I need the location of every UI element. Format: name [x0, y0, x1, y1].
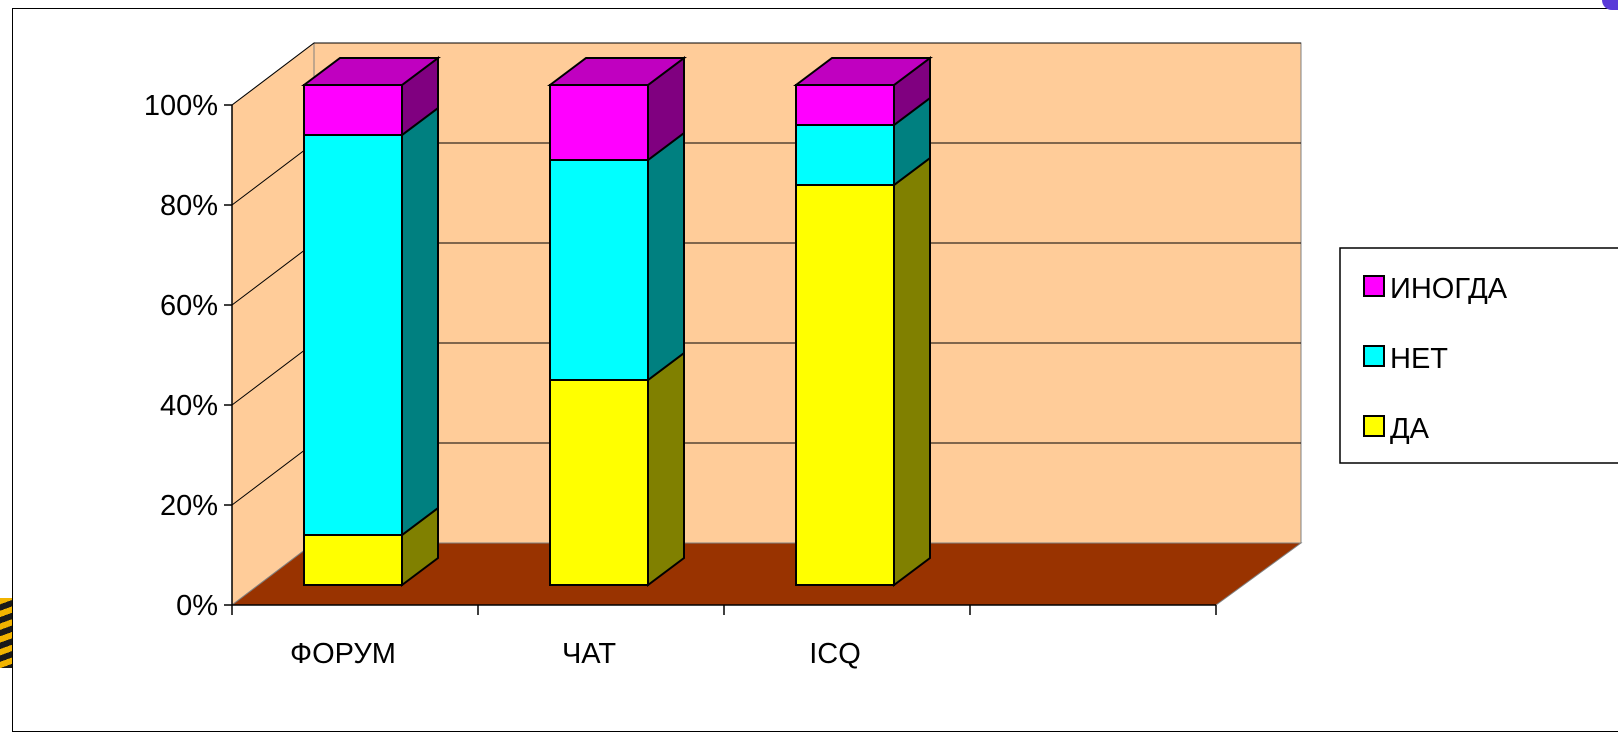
bar-front [795, 84, 895, 126]
legend-box [1339, 247, 1618, 464]
legend-swatch [1363, 345, 1385, 367]
bar-segment [301, 56, 441, 137]
bars [301, 56, 933, 587]
y-axis-tick-labels: 0% 20% 40% 60% 80% 100% [144, 90, 218, 622]
bar-top [793, 57, 933, 86]
legend-swatch [1363, 415, 1385, 437]
bar-segment [549, 351, 685, 587]
y-tick-label: 100% [144, 90, 218, 122]
bar-segment [547, 56, 687, 162]
bar-segment [303, 106, 439, 537]
axes [224, 104, 1217, 615]
y-tick-label: 0% [176, 590, 218, 622]
bar-segment [793, 56, 933, 127]
legend-label: НЕТ [1390, 343, 1448, 375]
legend-swatch [1363, 275, 1385, 297]
y-tick-label: 80% [160, 190, 218, 222]
chart-frame [12, 8, 1618, 732]
bar-top [301, 57, 441, 86]
bar-front [795, 124, 895, 186]
bar-front [303, 534, 403, 586]
legend: ИНОГДА НЕТ ДА [1339, 247, 1618, 464]
corner-decoration-top-right [1602, 0, 1618, 10]
side-wall [231, 41, 315, 607]
bar-front [795, 184, 895, 586]
corner-decoration [0, 598, 12, 668]
bar-front [303, 134, 403, 536]
x-tick-label: ФОРУМ [290, 638, 396, 670]
bar-side [893, 156, 931, 587]
bar-segment [549, 131, 685, 382]
bar-front [303, 84, 403, 136]
legend-label: ДА [1390, 413, 1430, 445]
gridline [231, 42, 1301, 106]
bar-side [647, 351, 685, 587]
bar-side [647, 131, 685, 382]
bar-front [549, 379, 649, 586]
legend-label: ИНОГДА [1390, 273, 1508, 305]
y-tick-label: 40% [160, 390, 218, 422]
x-tick-label: ЧАТ [562, 638, 616, 670]
bar-front [549, 84, 649, 161]
x-axis-tick-labels: ФОРУМ ЧАТ ICQ [290, 638, 861, 670]
bar-segment [303, 506, 439, 587]
y-tick-label: 20% [160, 490, 218, 522]
bar-segment [795, 96, 931, 187]
bar-front [549, 159, 649, 381]
bar-segment [795, 156, 931, 587]
bar-top [547, 57, 687, 86]
x-tick-label: ICQ [809, 638, 861, 670]
bar-side [401, 106, 439, 537]
y-tick-label: 60% [160, 290, 218, 322]
